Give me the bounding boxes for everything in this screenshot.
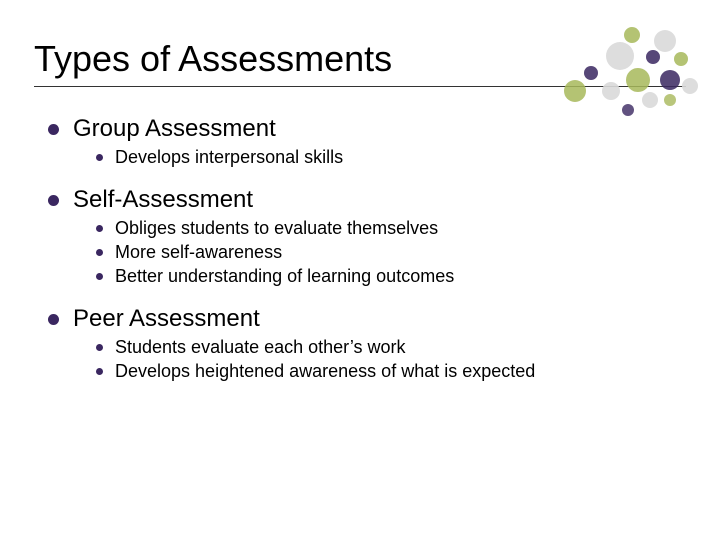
bullet-icon bbox=[48, 314, 59, 325]
bullet-level1: Self-Assessment bbox=[48, 186, 686, 214]
level2-label: Students evaluate each other’s work bbox=[115, 337, 406, 358]
bullet-level1: Group Assessment bbox=[48, 115, 686, 143]
level2-label: Develops heightened awareness of what is… bbox=[115, 361, 535, 382]
bullet-level2: More self-awareness bbox=[96, 242, 686, 263]
bullet-level2: Develops interpersonal skills bbox=[96, 147, 686, 168]
slide-title: Types of Assessments bbox=[34, 38, 392, 80]
level2-label: Develops interpersonal skills bbox=[115, 147, 343, 168]
bullet-icon bbox=[96, 368, 103, 375]
slide: Types of Assessments Group Assessment De… bbox=[0, 0, 720, 540]
bullet-level2: Better understanding of learning outcome… bbox=[96, 266, 686, 287]
level1-label: Peer Assessment bbox=[73, 305, 260, 333]
bullet-icon bbox=[96, 273, 103, 280]
bullet-level1: Peer Assessment bbox=[48, 305, 686, 333]
sub-list: Obliges students to evaluate themselves … bbox=[48, 218, 686, 287]
sub-list: Develops interpersonal skills bbox=[48, 147, 686, 168]
bullet-icon bbox=[96, 249, 103, 256]
level1-label: Group Assessment bbox=[73, 115, 276, 143]
level1-label: Self-Assessment bbox=[73, 186, 253, 214]
bullet-level2: Obliges students to evaluate themselves bbox=[96, 218, 686, 239]
level2-label: More self-awareness bbox=[115, 242, 282, 263]
sub-list: Students evaluate each other’s work Deve… bbox=[48, 337, 686, 382]
bullet-icon bbox=[48, 195, 59, 206]
bullet-icon bbox=[96, 154, 103, 161]
bullet-icon bbox=[96, 225, 103, 232]
slide-body: Group Assessment Develops interpersonal … bbox=[34, 115, 686, 382]
bullet-level2: Students evaluate each other’s work bbox=[96, 337, 686, 358]
level2-label: Obliges students to evaluate themselves bbox=[115, 218, 438, 239]
bullet-icon bbox=[96, 344, 103, 351]
title-row: Types of Assessments bbox=[34, 38, 686, 87]
level2-label: Better understanding of learning outcome… bbox=[115, 266, 454, 287]
bullet-icon bbox=[48, 124, 59, 135]
bullet-level2: Develops heightened awareness of what is… bbox=[96, 361, 686, 382]
